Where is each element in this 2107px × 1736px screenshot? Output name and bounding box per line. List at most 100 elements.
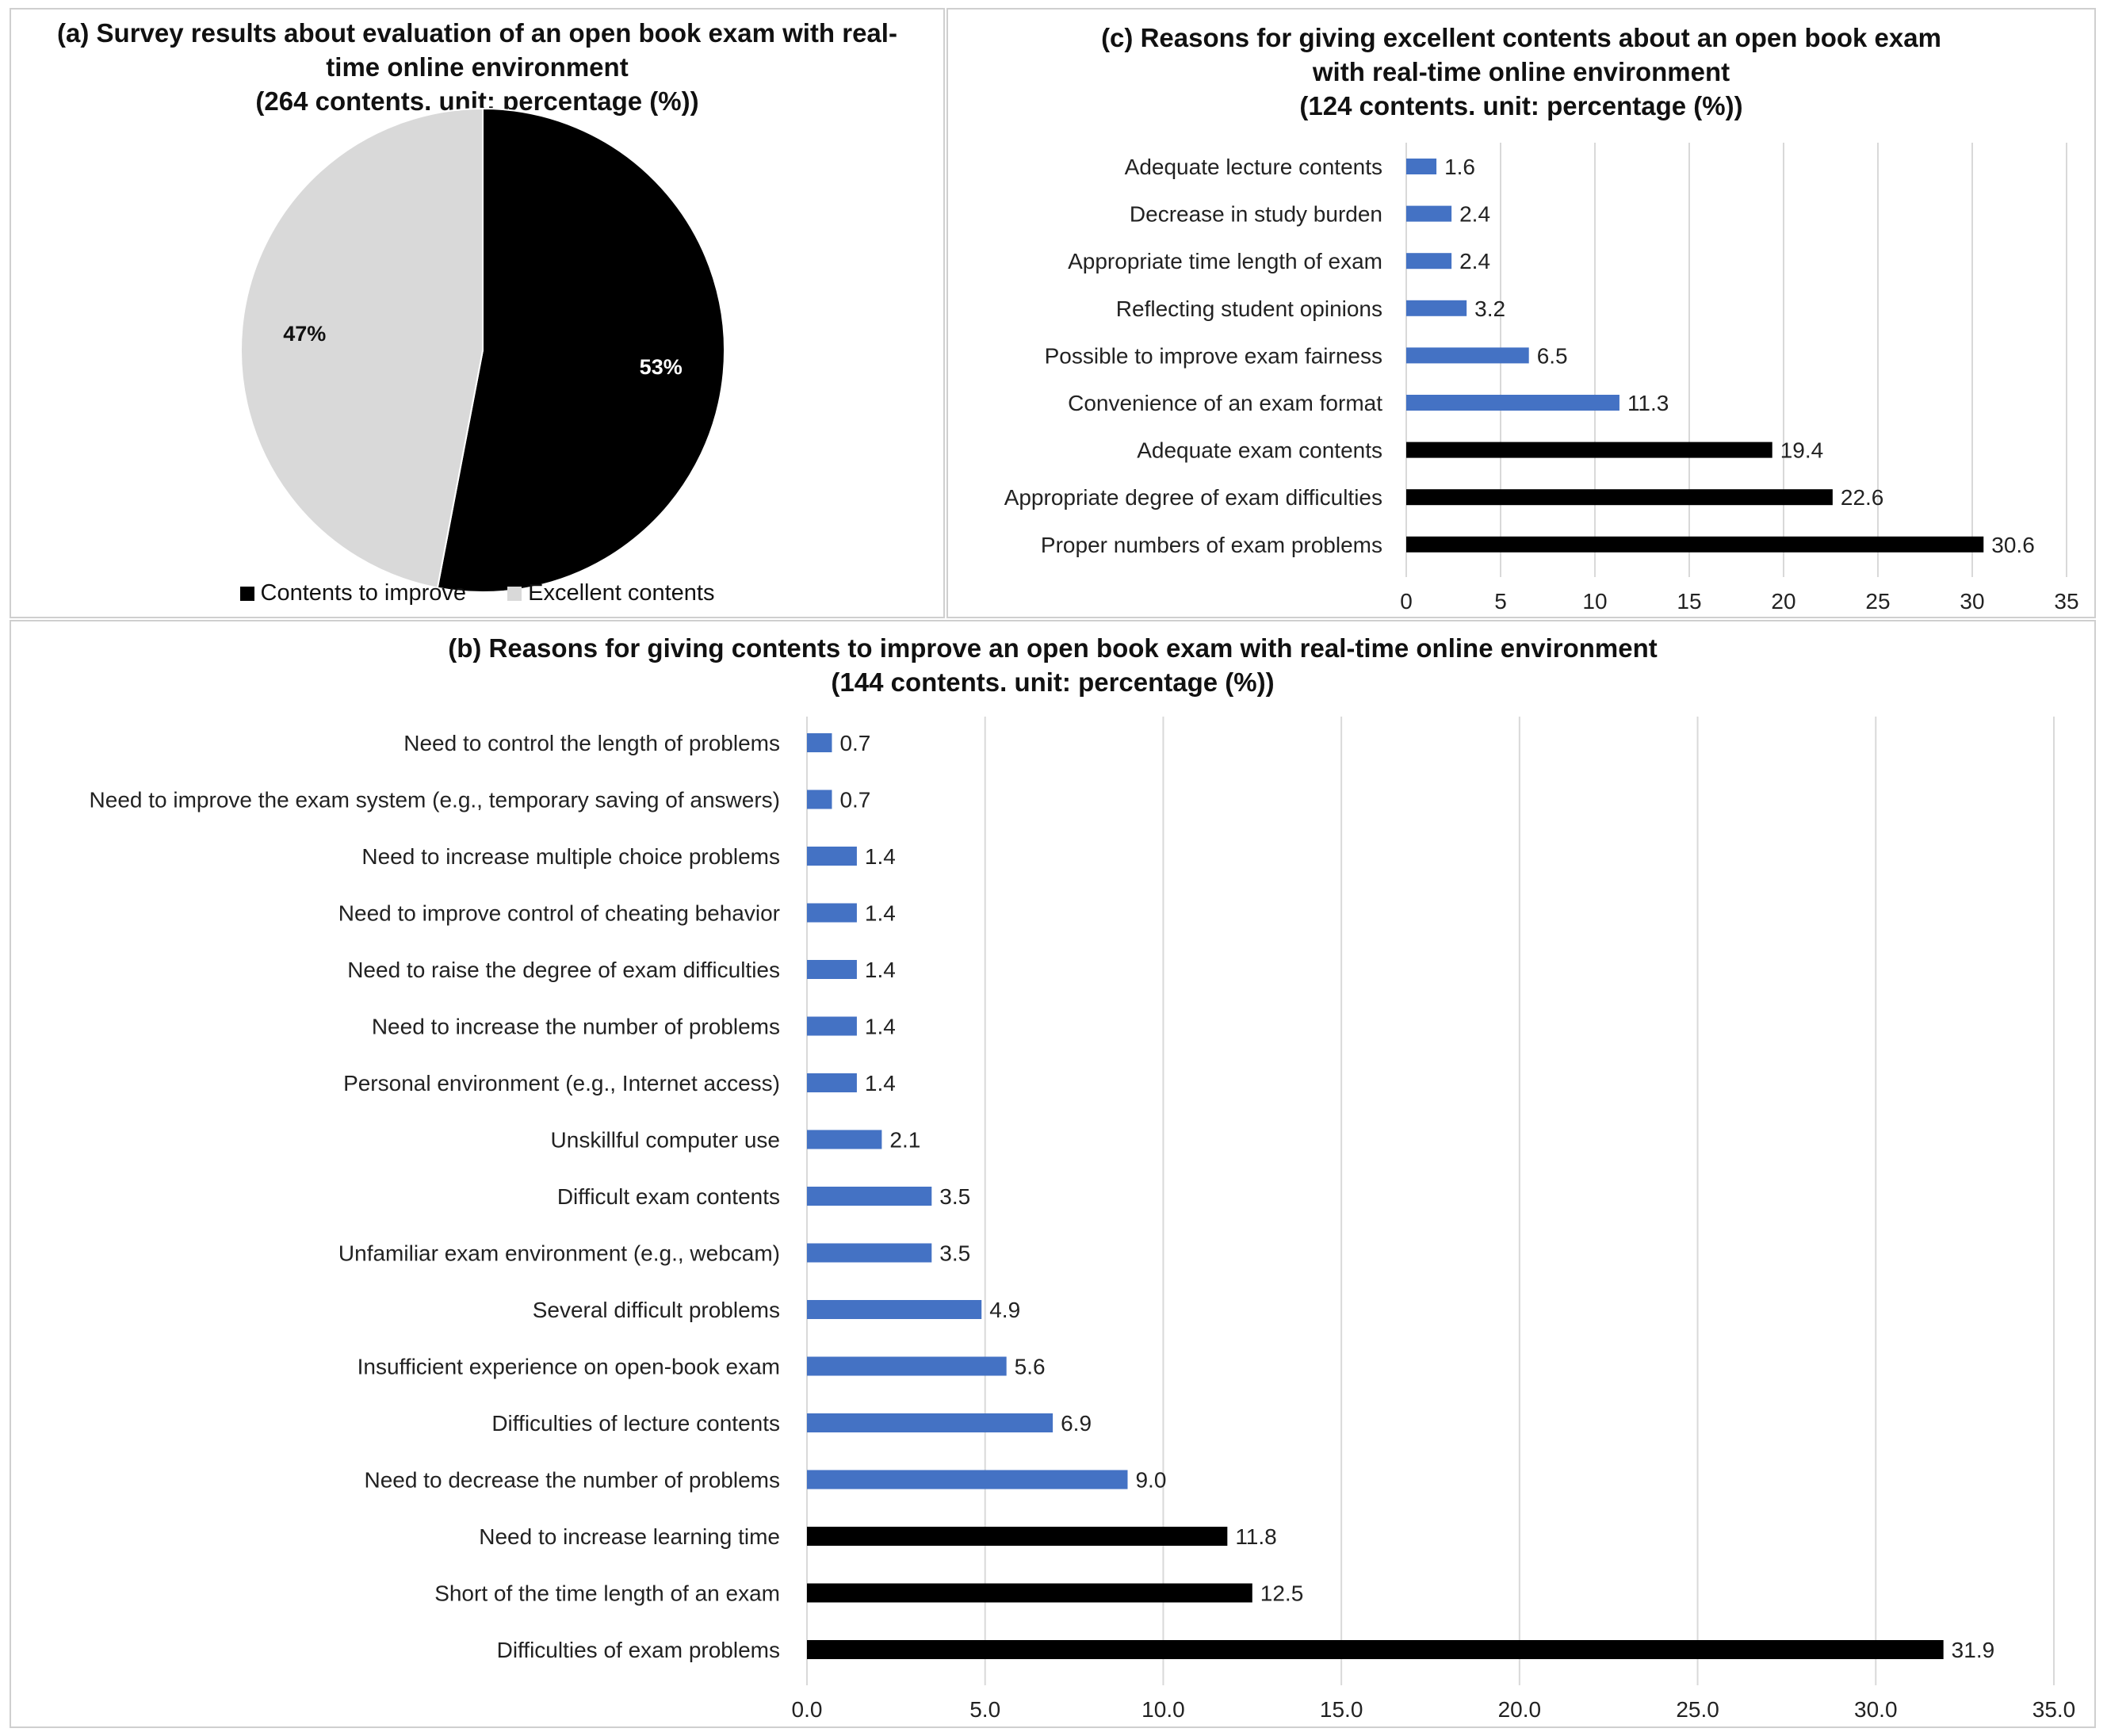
chart-c-x-tick-label: 10 [1582, 589, 1607, 614]
chart-b-bar [807, 1243, 932, 1263]
panel-c-bar-chart: (c) Reasons for giving excellent content… [946, 8, 2096, 618]
chart-c-bar [1406, 489, 1833, 506]
chart-b-bar [807, 733, 832, 752]
chart-b-category-label: Need to increase learning time [479, 1524, 780, 1549]
chart-c-value-label: 3.2 [1474, 296, 1505, 321]
chart-c-bar [1406, 205, 1452, 222]
chart-b-bar [807, 1527, 1228, 1546]
chart-b-value-label: 6.9 [1061, 1411, 1092, 1436]
chart-b-value-label: 3.5 [939, 1184, 970, 1209]
chart-c-value-label: 2.4 [1459, 202, 1490, 227]
panel-b-bar-chart: (b) Reasons for giving contents to impro… [10, 620, 2096, 1728]
chart-b-x-tick-label: 20.0 [1498, 1697, 1542, 1722]
chart-b-category-label: Unskillful computer use [551, 1128, 780, 1153]
chart-b-value-label: 1.4 [865, 844, 896, 869]
chart-b-bar [807, 1187, 932, 1206]
chart-c-x-tick-label: 20 [1771, 589, 1795, 614]
chart-b-category-label: Several difficult problems [533, 1298, 780, 1322]
chart-c-title-line-1: (c) Reasons for giving excellent content… [1101, 23, 1941, 52]
chart-b-x-tick-label: 5.0 [969, 1697, 1000, 1722]
chart-b-bar [807, 960, 857, 979]
chart-c-category-label: Appropriate degree of exam difficulties [1004, 485, 1382, 510]
chart-b-value-label: 1.4 [865, 1071, 896, 1096]
chart-c-value-label: 6.5 [1537, 343, 1568, 368]
chart-c-x-tick-label: 30 [1960, 589, 1984, 614]
chart-b-value-label: 0.7 [839, 788, 870, 813]
chart-b-value-label: 1.4 [865, 1015, 896, 1039]
pie-slice-label-improve: 53% [640, 355, 683, 379]
chart-b-bar [807, 1640, 1944, 1659]
chart-c-x-tick-label: 35 [2054, 589, 2078, 614]
legend-label-excellent: Excellent contents [528, 580, 715, 606]
chart-b-category-label: Need to increase the number of problems [372, 1015, 780, 1039]
chart-b-value-label: 12.5 [1260, 1581, 1304, 1606]
chart-c-value-label: 11.3 [1627, 391, 1669, 415]
chart-a-legend: Contents to improve Excellent contents [11, 580, 943, 607]
chart-b-category-label: Need to increase multiple choice problem… [361, 844, 780, 869]
chart-c-bar [1406, 442, 1772, 458]
chart-b-category-label: Unfamiliar exam environment (e.g., webca… [338, 1241, 780, 1266]
chart-b-value-label: 3.5 [939, 1241, 970, 1266]
chart-c-category-label: Possible to improve exam fairness [1045, 343, 1382, 368]
pie-slice-excellent-contents [239, 107, 484, 589]
chart-b-value-label: 0.7 [839, 731, 870, 755]
chart-c-title: (c) Reasons for giving excellent content… [948, 21, 2094, 123]
chart-b-bar [807, 1016, 857, 1036]
chart-c-x-tick-label: 25 [1865, 589, 1890, 614]
chart-b-category-label: Short of the time length of an exam [434, 1581, 780, 1606]
chart-b-category-label: Need to decrease the number of problems [364, 1468, 780, 1493]
chart-c-bar [1406, 347, 1529, 364]
chart-b-bar [807, 903, 857, 923]
chart-b-x-tick-label: 0.0 [792, 1697, 823, 1722]
chart-a-title-line-2: time online environment [326, 52, 629, 82]
chart-b-title-line-2: (144 contents. unit: percentage (%)) [831, 667, 1275, 697]
chart-c-bar [1406, 300, 1467, 316]
chart-b-bar [807, 1356, 1007, 1376]
chart-b-value-label: 1.4 [865, 958, 896, 982]
chart-b-title-line-1: (b) Reasons for giving contents to impro… [448, 633, 1658, 663]
chart-b-x-tick-label: 15.0 [1320, 1697, 1363, 1722]
chart-c-category-label: Proper numbers of exam problems [1041, 533, 1382, 557]
chart-c-category-label: Appropriate time length of exam [1068, 249, 1382, 273]
chart-b-bar [807, 1073, 857, 1092]
legend-item-contents-to-improve: Contents to improve [239, 580, 466, 606]
chart-c-bar [1406, 395, 1619, 411]
chart-b-x-tick-label: 25.0 [1676, 1697, 1719, 1722]
chart-b-category-label: Need to raise the degree of exam difficu… [347, 958, 780, 982]
chart-c-value-label: 30.6 [1991, 533, 2035, 557]
chart-c-value-label: 22.6 [1841, 485, 1884, 510]
chart-b-category-label: Need to improve control of cheating beha… [338, 901, 780, 926]
chart-b-value-label: 1.4 [865, 901, 896, 926]
chart-b-value-label: 9.0 [1135, 1468, 1166, 1493]
chart-b-value-label: 11.8 [1235, 1524, 1276, 1549]
bar-chart-b: 0.0 5.0 10.0 15.0 20.0 25.0 30.0 35.0 Need to co… [90, 717, 2076, 1722]
legend-swatch-excellent [507, 586, 522, 601]
chart-c-bar [1406, 159, 1437, 174]
chart-b-category-label: Need to control the length of problems [403, 731, 780, 755]
chart-c-value-label: 1.6 [1444, 155, 1475, 179]
chart-a-title: (a) Survey results about evaluation of a… [11, 16, 943, 118]
chart-b-bar [807, 790, 832, 809]
chart-b-bar [807, 1413, 1054, 1432]
bar-chart-c: 0 5 10 15 20 25 30 35 Adequate lecture contents 1… [1004, 143, 2079, 614]
chart-c-category-label: Adequate lecture contents [1125, 155, 1382, 179]
chart-b-value-label: 5.6 [1015, 1355, 1046, 1379]
chart-b-category-label: Need to improve the exam system (e.g., t… [90, 788, 780, 813]
chart-c-bar [1406, 253, 1452, 270]
chart-c-value-label: 19.4 [1780, 438, 1824, 463]
chart-b-x-tick-label: 10.0 [1141, 1697, 1185, 1722]
chart-b-x-tick-label: 35.0 [2032, 1697, 2076, 1722]
pie-slice-contents-to-improve [436, 107, 725, 593]
legend-item-excellent-contents: Excellent contents [507, 580, 714, 606]
pie-slice-label-excellent: 47% [283, 322, 326, 346]
chart-c-x-tick-label: 15 [1677, 589, 1701, 614]
chart-b-category-label: Difficulties of lecture contents [491, 1411, 780, 1436]
chart-b-category-label: Difficulties of exam problems [497, 1638, 780, 1662]
chart-c-x-tick-label: 0 [1400, 589, 1413, 614]
chart-b-category-label: Insufficient experience on open-book exa… [358, 1355, 780, 1379]
chart-b-x-tick-label: 30.0 [1854, 1697, 1898, 1722]
chart-b-bar [807, 1300, 982, 1319]
chart-b-category-label: Difficult exam contents [557, 1184, 780, 1209]
chart-c-category-label: Adequate exam contents [1137, 438, 1382, 463]
chart-b-value-label: 31.9 [1952, 1638, 1995, 1662]
